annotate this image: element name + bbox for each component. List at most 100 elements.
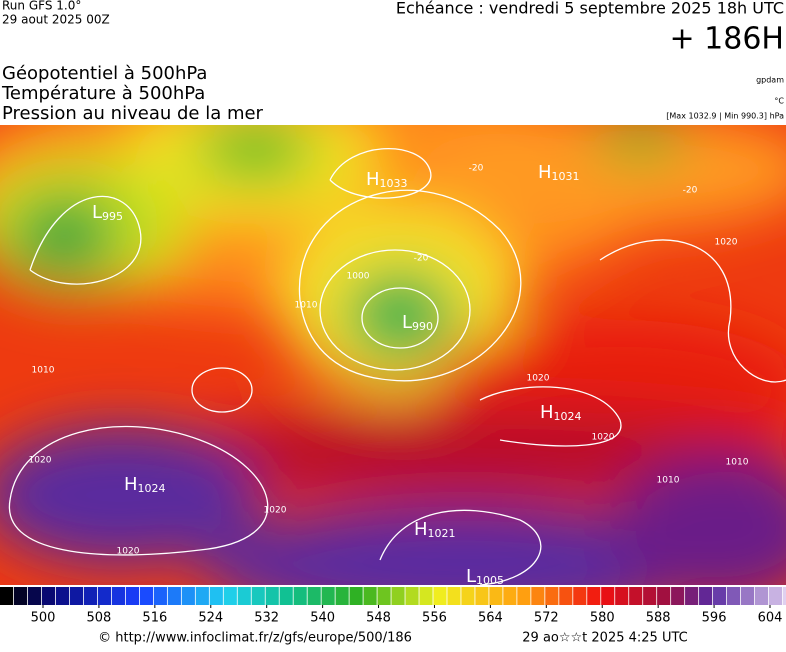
color-cell bbox=[153, 587, 167, 605]
unit: gpdam bbox=[756, 76, 784, 85]
center-value: 1005 bbox=[476, 574, 504, 587]
color-cell bbox=[601, 587, 615, 605]
color-cell bbox=[111, 587, 126, 605]
tick-label: 564 bbox=[478, 611, 503, 626]
color-cell bbox=[587, 587, 601, 605]
color-cell bbox=[740, 587, 755, 605]
color-cell bbox=[139, 587, 153, 605]
contour-label: -20 bbox=[414, 254, 429, 264]
contour-label: -20 bbox=[469, 164, 484, 174]
map bbox=[0, 125, 786, 585]
tick-label: 508 bbox=[87, 611, 112, 626]
contour-label: 1020 bbox=[117, 547, 140, 557]
contour-label: 1010 bbox=[726, 458, 749, 468]
contour-label: 1010 bbox=[295, 301, 318, 311]
center-kind: H bbox=[538, 162, 552, 183]
center-value: 1031 bbox=[552, 170, 580, 183]
color-cell bbox=[251, 587, 265, 605]
color-cell bbox=[363, 587, 377, 605]
unit: [Max 1032.9 | Min 990.3] hPa bbox=[666, 112, 784, 121]
center-value: 990 bbox=[412, 320, 433, 333]
color-cell bbox=[335, 587, 349, 605]
color-cell bbox=[433, 587, 447, 605]
color-cell bbox=[531, 587, 545, 605]
contour-label: 1020 bbox=[592, 433, 615, 443]
color-cell bbox=[419, 587, 433, 605]
color-cell bbox=[657, 587, 671, 605]
color-cell bbox=[699, 587, 713, 605]
layer: Géopotentiel à 500hPa bbox=[2, 63, 207, 84]
color-cell bbox=[307, 587, 321, 605]
tick-label: 580 bbox=[590, 611, 615, 626]
color-cell bbox=[0, 587, 14, 605]
center-value: 1024 bbox=[138, 482, 166, 495]
color-cell bbox=[83, 587, 98, 605]
color-cell bbox=[265, 587, 279, 605]
color-cell bbox=[167, 587, 181, 605]
contour-label: 1010 bbox=[657, 476, 680, 486]
color-cell bbox=[13, 587, 28, 605]
layer: Température à 500hPa bbox=[1, 83, 205, 104]
tick-label: 516 bbox=[142, 611, 167, 626]
color-cell bbox=[573, 587, 587, 605]
isobars bbox=[8, 147, 786, 585]
center-kind: H bbox=[366, 169, 380, 190]
color-cell bbox=[768, 587, 783, 605]
color-cell bbox=[237, 587, 251, 605]
run: Run GFS 1.0° bbox=[2, 0, 81, 13]
color-cell bbox=[545, 587, 559, 605]
color-cell bbox=[293, 587, 307, 605]
layer: Pression au niveau de la mer bbox=[2, 103, 264, 124]
pressure-center: L990 bbox=[402, 312, 433, 333]
color-cell bbox=[391, 587, 405, 605]
center-value: 995 bbox=[102, 210, 123, 223]
contour-label: 1020 bbox=[264, 506, 287, 516]
color-cell bbox=[223, 587, 237, 605]
color-cell bbox=[685, 587, 699, 605]
pressure-center: H1033 bbox=[366, 169, 408, 190]
pressure-center: H1024 bbox=[540, 402, 582, 423]
center-kind: H bbox=[124, 474, 138, 495]
color-cell bbox=[629, 587, 643, 605]
color-cell bbox=[782, 587, 786, 605]
center-kind: L bbox=[466, 566, 476, 587]
tick-label: 572 bbox=[534, 611, 559, 626]
color-cell bbox=[447, 587, 461, 605]
tick-label: 532 bbox=[254, 611, 279, 626]
color-cell bbox=[195, 587, 209, 605]
center-value: 1033 bbox=[380, 177, 408, 190]
color-cell bbox=[279, 587, 293, 605]
tick-label: 500 bbox=[31, 611, 56, 626]
color-cell bbox=[125, 587, 140, 605]
color-cell bbox=[559, 587, 573, 605]
tick-label: 524 bbox=[198, 611, 223, 626]
color-cell bbox=[27, 587, 42, 605]
center-kind: L bbox=[92, 202, 102, 223]
pressure-center: L995 bbox=[92, 202, 123, 223]
contour-label: 1010 bbox=[32, 366, 55, 376]
color-cell bbox=[55, 587, 70, 605]
color-cell bbox=[41, 587, 56, 605]
center-kind: L bbox=[402, 312, 412, 333]
tick-label: 588 bbox=[646, 611, 671, 626]
timestamp: 29 ao☆☆t 2025 4:25 UTC bbox=[522, 631, 687, 646]
color-cell bbox=[209, 587, 223, 605]
valid-time: Echéance : vendredi 5 septembre 2025 18h… bbox=[396, 0, 784, 18]
center-value: 1024 bbox=[554, 410, 582, 423]
color-cell bbox=[727, 587, 741, 605]
color-cell bbox=[754, 587, 769, 605]
center-kind: H bbox=[540, 402, 554, 423]
center-kind: H bbox=[414, 519, 428, 540]
color-cell bbox=[713, 587, 727, 605]
tick-label: 604 bbox=[758, 611, 783, 626]
tick-label: 548 bbox=[366, 611, 391, 626]
contour-label: 1020 bbox=[527, 374, 550, 384]
color-cell bbox=[461, 587, 475, 605]
field bbox=[0, 125, 786, 585]
color-cell bbox=[475, 587, 489, 605]
lead-time: + 186H bbox=[670, 22, 785, 57]
color-cell bbox=[377, 587, 391, 605]
color-cell bbox=[489, 587, 503, 605]
contour-label: -20 bbox=[683, 186, 698, 196]
color-cell bbox=[405, 587, 419, 605]
